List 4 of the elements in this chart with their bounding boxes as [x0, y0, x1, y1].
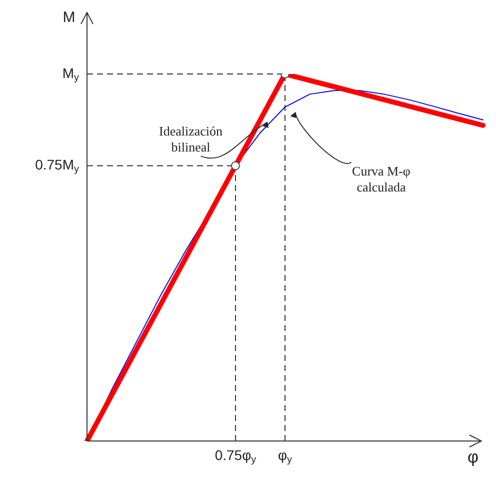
annotation: Curva M-φ calculada — [352, 163, 410, 194]
y-axis-title: M — [62, 9, 76, 26]
annotation: Idealización bilineal — [158, 123, 224, 154]
x-axis-title: φ — [467, 448, 479, 467]
